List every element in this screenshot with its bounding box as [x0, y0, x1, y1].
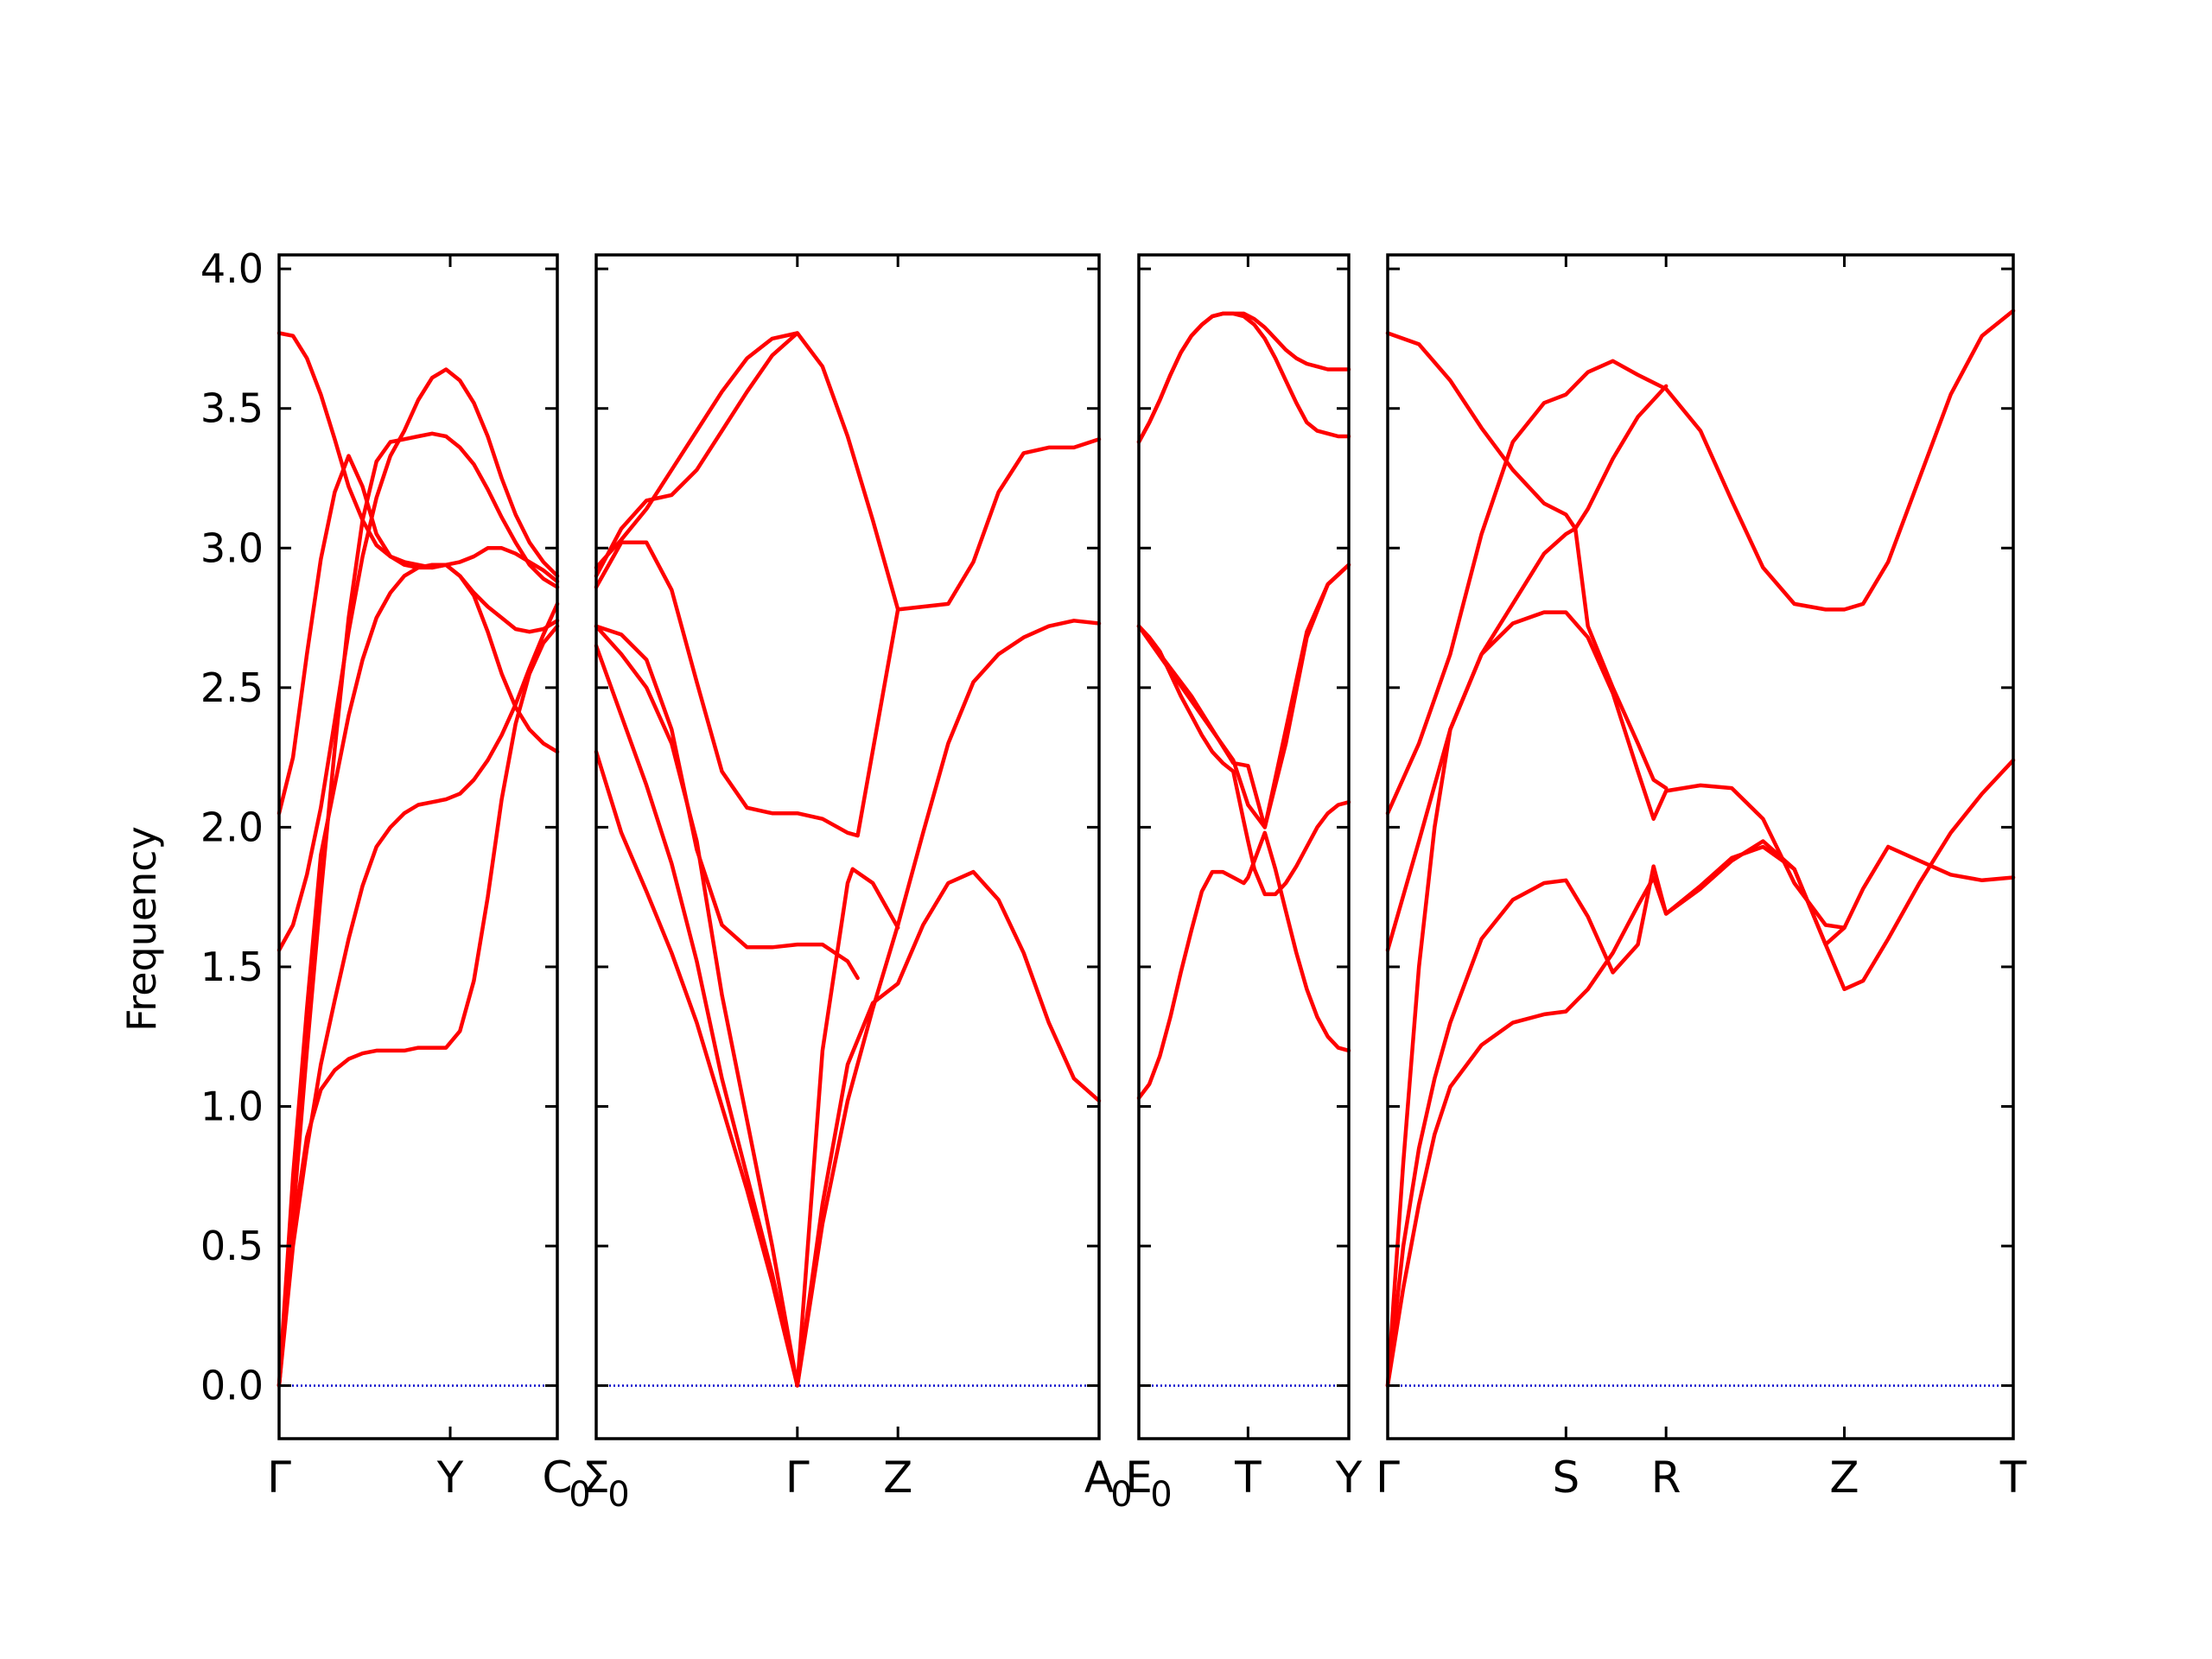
band-7: [594, 331, 800, 570]
band-2: [276, 601, 560, 1388]
x-tick-label: Z: [1829, 1452, 1859, 1503]
band-4: [1136, 563, 1351, 830]
band-1: [1385, 758, 2016, 1388]
band-5: [594, 540, 900, 838]
band-1: [1136, 830, 1351, 1101]
band-7: [276, 331, 560, 584]
y-tick-label: 3.5: [200, 385, 264, 432]
band-2: [1136, 624, 1351, 897]
band-5: [276, 367, 560, 952]
panel-frame: [594, 253, 1101, 1440]
y-tick-label: 0.5: [200, 1223, 264, 1269]
band-1: [594, 749, 1102, 1388]
x-tick-label: Γ: [1376, 1452, 1400, 1503]
band-6: [1385, 331, 1669, 531]
y-tick-label: 2.0: [200, 804, 264, 850]
x-tick-sublabel: 0: [1150, 1475, 1172, 1515]
y-tick-label: 0.0: [200, 1363, 264, 1409]
x-tick-label: Γ: [267, 1452, 291, 1503]
y-tick-label: 1.0: [200, 1083, 264, 1129]
panel-2: Σ0 Γ Z A0: [582, 253, 1133, 1515]
x-tick-label: Z: [883, 1452, 912, 1503]
x-tick-label: A: [1084, 1452, 1114, 1503]
panel-3: E0 T Y: [1125, 253, 1363, 1515]
x-tick-label: T: [1234, 1452, 1262, 1503]
band-2: [1385, 844, 2016, 1388]
band-4: [276, 431, 560, 1388]
band-5: [1385, 308, 2016, 816]
band-2: [594, 619, 1102, 1388]
x-tick-label: Γ: [785, 1452, 810, 1503]
x-tick-label: E: [1125, 1452, 1153, 1503]
x-tick-label: S: [1552, 1452, 1580, 1503]
band-4: [1385, 526, 1669, 952]
band-4: [594, 624, 860, 981]
y-tick-label: 3.0: [200, 524, 264, 571]
band-3: [276, 563, 560, 1388]
x-tick-label: Σ: [582, 1452, 610, 1503]
x-tick-label: T: [1999, 1452, 2027, 1503]
x-tick-label: R: [1651, 1452, 1681, 1503]
band-3: [1385, 610, 1847, 1388]
band-1: [276, 624, 560, 1388]
band-6: [1136, 311, 1351, 444]
y-tick-label: 2.5: [200, 664, 264, 711]
band-6: [594, 331, 1102, 612]
band-6: [276, 454, 560, 816]
band-3: [594, 624, 900, 1388]
x-tick-label: Y: [436, 1452, 464, 1503]
panel-1: 0.0 0.5 1.0 1.5 2.0 2.5 3.0 3.5 4.0 Γ Y C0: [200, 245, 591, 1515]
panel-frame: [1137, 253, 1351, 1440]
x-tick-label: Y: [1335, 1452, 1363, 1503]
y-tick-label: 4.0: [200, 245, 264, 292]
y-axis-label: Frequency: [118, 826, 165, 1032]
panel-frame: [277, 253, 559, 1440]
x-tick-sublabel: 0: [1110, 1475, 1132, 1515]
y-tick-label: 1.5: [200, 944, 264, 990]
x-tick-sublabel: 0: [607, 1475, 629, 1515]
x-tick-label: C: [543, 1452, 573, 1503]
panel-frame: [1386, 253, 2015, 1440]
x-tick-sublabel: 0: [569, 1475, 590, 1515]
